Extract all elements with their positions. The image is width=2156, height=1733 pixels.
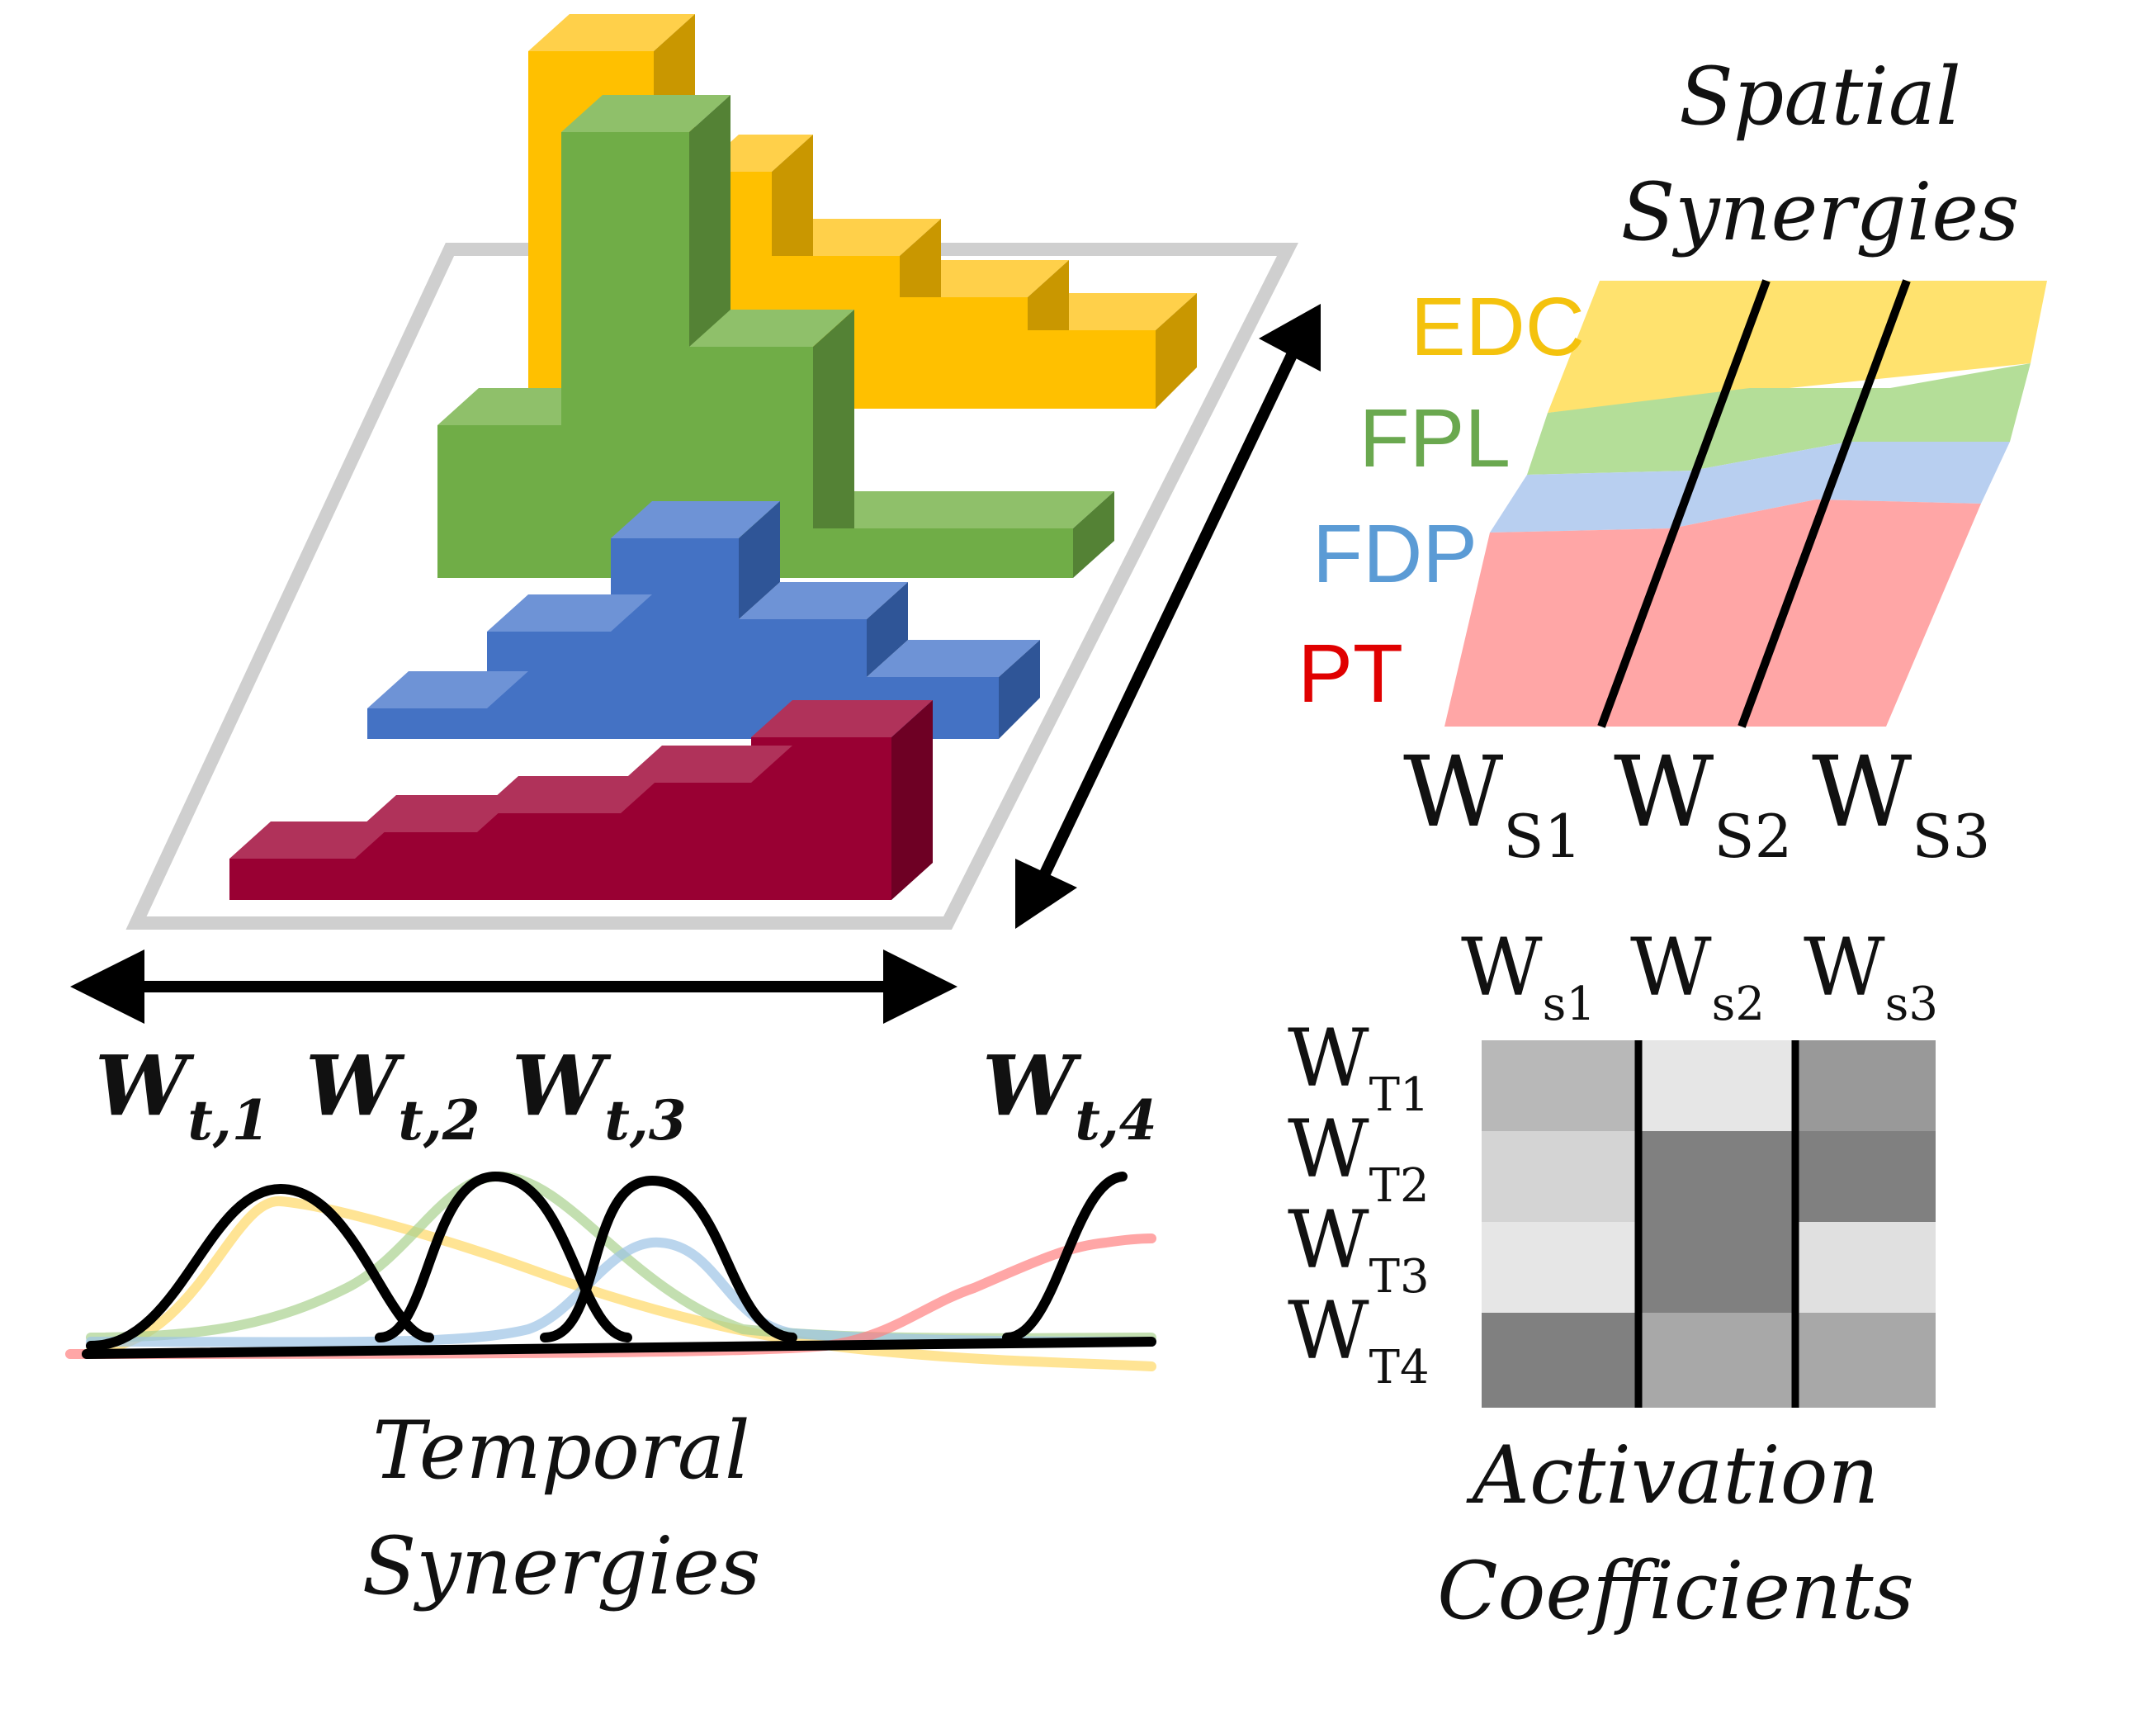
row-label-wt3: WT3 — [1288, 1194, 1430, 1304]
heatmap-cell-r4-c1 — [1482, 1313, 1638, 1408]
label-ws3: WS3 — [1812, 735, 1990, 871]
activation-row-labels: WT1 WT2 WT3 WT4 — [1288, 1012, 1430, 1394]
label-wt2: Wt,2 — [305, 1037, 480, 1153]
heatmap-cell-r1-c2 — [1638, 1040, 1795, 1131]
heatmap-cell-r1-c3 — [1795, 1040, 1936, 1131]
col-label-ws1: Ws1 — [1461, 921, 1596, 1031]
activation-heatmap — [1482, 1040, 1936, 1408]
heatmap-cell-r3-c1 — [1482, 1222, 1638, 1313]
heatmap-cell-r3-c3 — [1795, 1222, 1936, 1313]
col-label-ws2: Ws2 — [1630, 921, 1765, 1031]
heatmap-cell-r4-c3 — [1795, 1313, 1936, 1408]
heatmap-cell-r2-c3 — [1795, 1131, 1936, 1222]
muscle-label-fdp: FDP — [1312, 508, 1478, 600]
arrow-diagonal — [1015, 304, 1321, 929]
label-wt3: Wt,3 — [512, 1037, 687, 1153]
label-ws1: WS1 — [1403, 735, 1582, 871]
spatial-synergy-labels: WS1 WS2 WS3 — [1403, 735, 1990, 871]
spatial-synergy-bands — [1444, 281, 2047, 727]
activation-title-line1: Activation — [1466, 1429, 1879, 1522]
spatial-title-line1: Spatial — [1679, 50, 1961, 143]
bars-pt — [229, 700, 933, 900]
spatial-divider-2 — [1738, 279, 1911, 728]
arrow-horizontal — [70, 949, 957, 1024]
col-label-ws3: Ws3 — [1804, 921, 1938, 1031]
temporal-curves — [65, 1171, 1156, 1371]
heatmap-cell-r2-c2 — [1638, 1131, 1795, 1222]
row-label-wt1: WT1 — [1288, 1012, 1430, 1122]
heatmap-cell-r3-c2 — [1638, 1222, 1795, 1313]
bar-plane — [125, 243, 1299, 930]
label-wt4: Wt,4 — [982, 1037, 1157, 1153]
heatmap-cell-r1-c1 — [1482, 1040, 1638, 1131]
spatial-divider-1 — [1597, 279, 1771, 728]
muscle-label-fpl: FPL — [1359, 392, 1511, 485]
temporal-title-line1: Temporal — [372, 1404, 750, 1497]
muscle-label-pt: PT — [1298, 627, 1403, 720]
activation-title-line2: Coefficients — [1437, 1545, 1914, 1637]
heatmap-cell-r4-c2 — [1638, 1313, 1795, 1408]
row-label-wt4: WT4 — [1288, 1285, 1430, 1394]
spatial-title-line2: Synergies — [1621, 166, 2020, 258]
temporal-title-line2: Synergies — [362, 1520, 761, 1612]
temporal-synergy-labels: Wt,1 Wt,2 Wt,3 Wt,4 — [95, 1037, 1157, 1153]
muscle-label-edc: EDC — [1411, 281, 1585, 373]
plane-outline — [125, 243, 1299, 930]
activation-column-labels: Ws1 Ws2 Ws3 — [1461, 921, 1938, 1031]
row-label-wt2: WT2 — [1288, 1103, 1430, 1213]
label-ws2: WS2 — [1614, 735, 1792, 871]
heatmap-cell-r2-c1 — [1482, 1131, 1638, 1222]
label-wt1: Wt,1 — [95, 1037, 270, 1153]
